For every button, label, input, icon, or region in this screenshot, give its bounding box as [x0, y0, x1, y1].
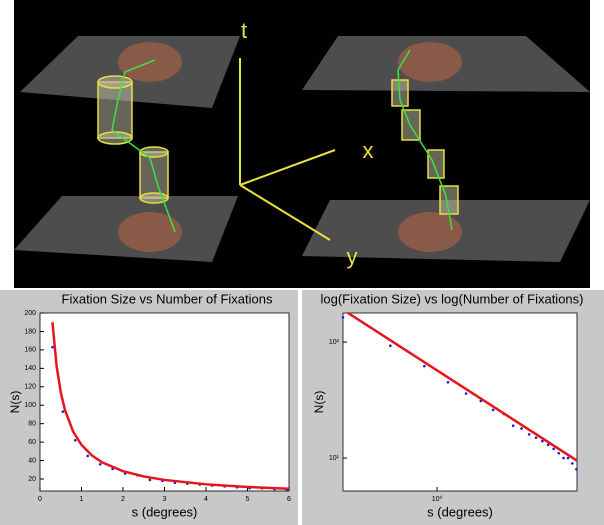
y-tick-label: 100	[24, 402, 36, 409]
data-point	[541, 439, 544, 443]
y-tick-label: 120	[24, 384, 36, 391]
y-tick-label: 40	[28, 457, 36, 464]
data-point	[552, 447, 555, 451]
data-point	[491, 408, 495, 412]
data-point	[446, 380, 450, 384]
x-tick-label: 3	[163, 496, 167, 503]
y-tick-label: 10¹	[329, 455, 340, 462]
x-tick-label: 1	[80, 496, 84, 503]
x-tick-label: 0	[38, 496, 42, 503]
y-axis-label: N(s)	[312, 391, 326, 414]
cylinder-cap	[139, 146, 169, 158]
x-axis-label: s (degrees)	[427, 504, 493, 519]
y-tick-label: 80	[28, 421, 36, 428]
data-point	[341, 316, 345, 319]
data-point	[61, 410, 65, 413]
face	[398, 42, 462, 82]
gaze-path	[397, 49, 453, 231]
gaze-path	[111, 59, 176, 233]
illustration: t x y	[14, 0, 590, 288]
axis-label: t	[241, 18, 247, 43]
y-tick-label: 160	[24, 347, 36, 354]
plot-area	[342, 312, 578, 492]
y-tick-label: 180	[24, 328, 36, 335]
face	[118, 212, 182, 252]
axis-label: y	[347, 244, 358, 269]
data-point	[566, 456, 570, 460]
x-tick-label: 10⁰	[432, 495, 443, 503]
x-axis	[239, 149, 336, 186]
data-point	[389, 344, 392, 348]
cylinder	[427, 149, 445, 179]
chart-title: Fixation Size vs Number of Fixations	[62, 291, 273, 306]
data-point	[511, 424, 515, 428]
y-tick-label: 140	[24, 365, 36, 372]
data-point	[98, 462, 102, 466]
x-tick-label: 6	[287, 496, 291, 503]
data-point	[51, 345, 54, 349]
data-point	[464, 392, 468, 395]
x-axis-label: s (degrees)	[132, 504, 198, 519]
plot-area	[39, 312, 290, 492]
data-point	[148, 478, 152, 482]
data-point	[557, 451, 561, 455]
data-point	[423, 364, 426, 368]
cylinder-cap	[97, 131, 133, 145]
cylinders	[97, 75, 459, 215]
data-point	[571, 462, 574, 465]
y-tick-label: 60	[28, 439, 36, 446]
x-tick-label: 4	[204, 496, 208, 503]
y-tick-label: 20	[28, 476, 36, 483]
data-point	[73, 438, 77, 442]
data-point	[534, 436, 538, 439]
cylinder	[139, 151, 169, 199]
data-point	[527, 433, 531, 436]
data-point	[86, 454, 90, 458]
fit-line	[51, 322, 289, 490]
chart-title: log(Fixation Size) vs log(Number of Fixa…	[321, 291, 584, 306]
y-axis-label: N(s)	[8, 391, 22, 414]
x-tick-label: 2	[121, 496, 125, 503]
data-point	[546, 443, 550, 447]
data-point	[575, 467, 578, 471]
axis-label: x	[363, 138, 374, 163]
cylinder-cap	[97, 75, 133, 89]
x-tick-label: 5	[246, 496, 250, 503]
face	[398, 212, 462, 252]
cylinder	[97, 81, 133, 139]
y-tick-label: 200	[24, 310, 36, 317]
y-axis	[239, 184, 331, 241]
y-tick-label: 10²	[329, 339, 340, 346]
axes	[239, 58, 336, 241]
fit-line	[345, 313, 577, 462]
data-point	[520, 427, 523, 430]
data-point	[562, 456, 565, 460]
